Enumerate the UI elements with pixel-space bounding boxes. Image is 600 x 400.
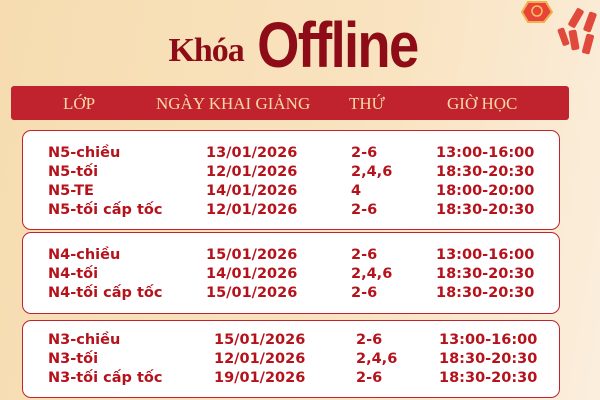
table-row: N5-tối cấp tốc 12/01/2026 2-6 18:30-20:30 bbox=[23, 202, 559, 221]
cell-name: N5-tối cấp tốc bbox=[48, 202, 163, 218]
cell-time: 13:00-16:00 bbox=[436, 247, 535, 263]
table-row: N4-chiều 15/01/2026 2-6 13:00-16:00 bbox=[23, 247, 559, 266]
cell-name: N4-tối cấp tốc bbox=[48, 285, 163, 301]
table-row: N3-chiều 15/01/2026 2-6 13:00-16:00 bbox=[23, 332, 559, 351]
cell-time: 18:30-20:30 bbox=[439, 351, 538, 367]
cell-time: 18:30-20:30 bbox=[436, 164, 535, 180]
cell-name: N4-tối bbox=[48, 266, 99, 282]
cell-day: 2,4,6 bbox=[356, 351, 398, 367]
table-row: N4-tối 14/01/2026 2,4,6 18:30-20:30 bbox=[23, 266, 559, 285]
cell-time: 18:30-20:30 bbox=[439, 370, 538, 386]
cell-name: N3-tối cấp tốc bbox=[48, 370, 163, 386]
cell-time: 18:30-20:30 bbox=[436, 285, 535, 301]
cell-time: 18:30-20:30 bbox=[436, 266, 535, 282]
title-prefix: Khóa bbox=[168, 32, 244, 69]
table-row: N3-tối 12/01/2026 2,4,6 18:30-20:30 bbox=[23, 351, 559, 370]
header-date: NGÀY KHAI GIẢNG bbox=[156, 94, 311, 113]
cell-date: 14/01/2026 bbox=[206, 266, 298, 282]
cell-date: 13/01/2026 bbox=[206, 145, 298, 161]
table-row: N5-chiều 13/01/2026 2-6 13:00-16:00 bbox=[23, 145, 559, 164]
cell-day: 2-6 bbox=[351, 247, 378, 263]
table-header: LỚP NGÀY KHAI GIẢNG THỨ GIỜ HỌC bbox=[11, 86, 569, 120]
cell-name: N5-TE bbox=[48, 183, 94, 199]
title-main: Offline bbox=[257, 9, 419, 81]
cell-name: N3-tối bbox=[48, 351, 99, 367]
cell-day: 2-6 bbox=[351, 202, 378, 218]
schedule-group: N5-chiều 13/01/2026 2-6 13:00-16:00 N5-tối 12… bbox=[22, 130, 560, 230]
cell-date: 15/01/2026 bbox=[214, 332, 306, 348]
header-day: THỨ bbox=[349, 94, 385, 113]
header-class: LỚP bbox=[63, 94, 96, 113]
table-row: N5-TE 14/01/2026 4 18:00-20:00 bbox=[23, 183, 559, 202]
firecracker-decoration-icon bbox=[520, 0, 597, 55]
table-row: N4-tối cấp tốc 15/01/2026 2-6 18:30-20:30 bbox=[23, 285, 559, 304]
table-row: N3-tối cấp tốc 19/01/2026 2-6 18:30-20:30 bbox=[23, 370, 559, 389]
cell-date: 19/01/2026 bbox=[214, 370, 306, 386]
schedule-group: N4-chiều 15/01/2026 2-6 13:00-16:00 N4-tối 14… bbox=[22, 232, 560, 314]
cell-date: 12/01/2026 bbox=[206, 164, 298, 180]
cell-name: N5-tối bbox=[48, 164, 99, 180]
page-title: Khóa Offline bbox=[0, 8, 600, 82]
cell-date: 15/01/2026 bbox=[206, 247, 298, 263]
cell-time: 13:00-16:00 bbox=[436, 145, 535, 161]
cell-day: 2,4,6 bbox=[351, 164, 393, 180]
cell-day: 2,4,6 bbox=[351, 266, 393, 282]
table-row: N5-tối 12/01/2026 2,4,6 18:30-20:30 bbox=[23, 164, 559, 183]
cell-date: 14/01/2026 bbox=[206, 183, 298, 199]
cell-day: 2-6 bbox=[351, 145, 378, 161]
cell-date: 12/01/2026 bbox=[214, 351, 306, 367]
header-time: GIỜ HỌC bbox=[447, 94, 518, 113]
cell-day: 2-6 bbox=[356, 332, 383, 348]
cell-name: N4-chiều bbox=[48, 247, 121, 263]
cell-date: 15/01/2026 bbox=[206, 285, 298, 301]
schedule-group: N3-chiều 15/01/2026 2-6 13:00-16:00 N3-tối 12… bbox=[22, 320, 560, 398]
cell-day: 2-6 bbox=[351, 285, 378, 301]
cell-name: N5-chiều bbox=[48, 145, 121, 161]
cell-day: 2-6 bbox=[356, 370, 383, 386]
cell-time: 13:00-16:00 bbox=[439, 332, 538, 348]
cell-name: N3-chiều bbox=[48, 332, 121, 348]
cell-date: 12/01/2026 bbox=[206, 202, 298, 218]
cell-time: 18:30-20:30 bbox=[436, 202, 535, 218]
cell-time: 18:00-20:00 bbox=[436, 183, 535, 199]
cell-day: 4 bbox=[351, 183, 362, 199]
